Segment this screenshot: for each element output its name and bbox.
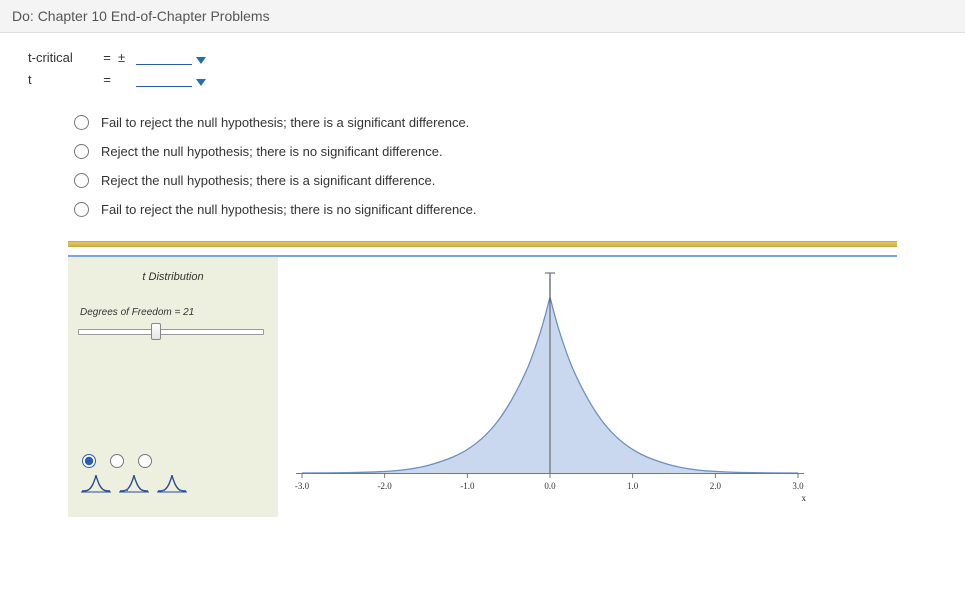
t-input[interactable]	[136, 71, 192, 87]
option-radio-4[interactable]	[74, 202, 89, 217]
answer-options: Fail to reject the null hypothesis; ther…	[74, 115, 937, 217]
header-prefix: Do:	[12, 8, 34, 24]
header-title: Chapter 10 End-of-Chapter Problems	[38, 8, 270, 24]
page-header: Do: Chapter 10 End-of-Chapter Problems	[0, 0, 965, 33]
svg-text:x: x	[802, 493, 807, 503]
curve-two-tail-icon	[156, 472, 188, 494]
tcritical-label: t-critical	[28, 50, 96, 65]
curve-plain-icon	[80, 472, 112, 494]
distribution-chart: -3.0 -2.0 -1.0 0.0 1.0 2.0 3.0 x	[278, 257, 818, 517]
mode-radio-1[interactable]	[82, 454, 96, 468]
dof-label: Degrees of Freedom = 21	[68, 289, 278, 322]
option-label: Fail to reject the null hypothesis; ther…	[101, 202, 477, 217]
visualization: t Distribution Degrees of Freedom = 21	[68, 255, 897, 517]
controls-panel: t Distribution Degrees of Freedom = 21	[68, 257, 278, 517]
option-label: Reject the null hypothesis; there is a s…	[101, 173, 435, 188]
content: t-critical = ± t = Fail to reject the nu…	[0, 33, 965, 517]
t-row: t =	[28, 71, 937, 87]
svg-text:2.0: 2.0	[710, 481, 722, 491]
panel-title: t Distribution	[68, 257, 278, 289]
tcritical-row: t-critical = ±	[28, 49, 937, 65]
svg-text:-3.0: -3.0	[295, 481, 310, 491]
plus-minus: ±	[118, 50, 136, 65]
equals-sign: =	[96, 50, 118, 65]
tcritical-input[interactable]	[136, 49, 192, 65]
dof-slider-wrap	[68, 322, 278, 340]
tcritical-dropdown-icon[interactable]	[194, 55, 208, 65]
option-row[interactable]: Fail to reject the null hypothesis; ther…	[74, 202, 937, 217]
svg-text:-2.0: -2.0	[378, 481, 393, 491]
mode-radio-3[interactable]	[138, 454, 152, 468]
chart-panel: -3.0 -2.0 -1.0 0.0 1.0 2.0 3.0 x	[278, 257, 897, 517]
option-row[interactable]: Fail to reject the null hypothesis; ther…	[74, 115, 937, 130]
option-row[interactable]: Reject the null hypothesis; there is a s…	[74, 173, 937, 188]
slider-track	[78, 329, 264, 335]
svg-text:1.0: 1.0	[627, 481, 639, 491]
option-radio-1[interactable]	[74, 115, 89, 130]
mode-radios	[68, 454, 278, 468]
tcritical-input-slot	[136, 49, 208, 65]
t-input-slot	[136, 71, 208, 87]
svg-text:-1.0: -1.0	[460, 481, 475, 491]
t-label: t	[28, 72, 96, 87]
section-divider	[68, 241, 897, 245]
option-label: Fail to reject the null hypothesis; ther…	[101, 115, 469, 130]
option-row[interactable]: Reject the null hypothesis; there is no …	[74, 144, 937, 159]
svg-text:3.0: 3.0	[792, 481, 804, 491]
slider-thumb[interactable]	[151, 323, 161, 340]
dof-slider[interactable]	[78, 322, 264, 340]
curve-left-tail-icon	[118, 472, 150, 494]
option-label: Reject the null hypothesis; there is no …	[101, 144, 443, 159]
option-radio-3[interactable]	[74, 173, 89, 188]
option-radio-2[interactable]	[74, 144, 89, 159]
equals-sign-2: =	[96, 72, 118, 87]
t-dropdown-icon[interactable]	[194, 77, 208, 87]
shape-icons	[68, 468, 278, 496]
mode-radio-2[interactable]	[110, 454, 124, 468]
svg-text:0.0: 0.0	[544, 481, 556, 491]
